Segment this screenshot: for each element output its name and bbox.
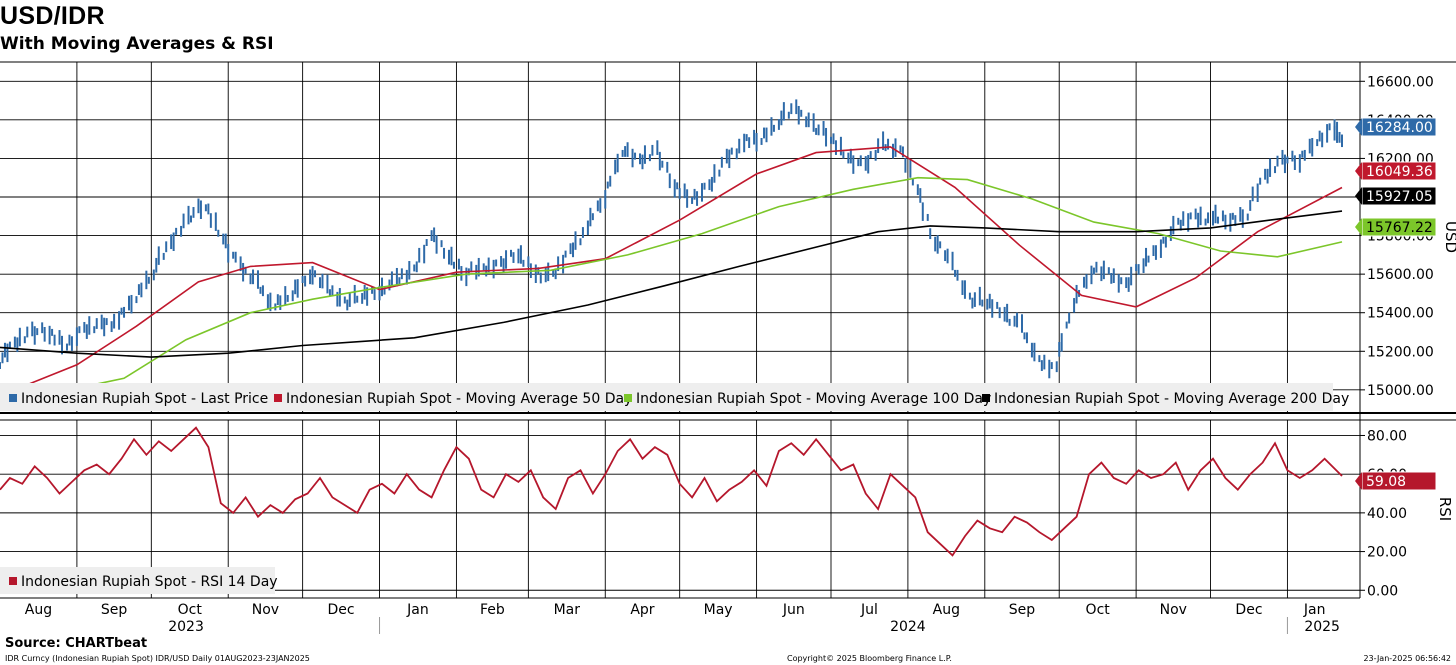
legend-label: Indonesian Rupiah Spot - RSI 14 Day (21, 574, 278, 590)
rsi-tick-label: 20.00 (1367, 545, 1407, 561)
ma50-tag-text: 16049.36 (1366, 164, 1433, 180)
rsi-grid (0, 419, 1456, 599)
legend-item: Indonesian Rupiah Spot - Moving Average … (624, 391, 991, 407)
legend-label: Indonesian Rupiah Spot - Moving Average … (994, 391, 1349, 407)
rsi-series (0, 426, 1343, 557)
legend-swatch (9, 577, 17, 585)
ma200-tag-text: 15927.05 (1366, 189, 1433, 205)
price-axis-label: USD (1442, 221, 1456, 253)
rsi-line (0, 426, 1343, 557)
ma100-line (0, 176, 1343, 393)
source-note: Source: CHARTbeat (5, 636, 148, 651)
legend-swatch (274, 394, 282, 402)
legend-item: Indonesian Rupiah Spot - Moving Average … (982, 391, 1349, 407)
legend-swatch (9, 394, 17, 402)
chart-canvas: 15000.0015200.0015400.0015600.0015800.00… (0, 61, 1456, 635)
last-price-tag-text: 16284.00 (1366, 120, 1433, 136)
x-tick-label: Nov (252, 602, 279, 618)
rsi-tick-label: 40.00 (1367, 506, 1407, 522)
x-year-label: 2024 (890, 619, 926, 635)
last-price-tag-pointer (1355, 118, 1362, 136)
price-tick-label: 15400.00 (1367, 306, 1434, 322)
ma50-line (0, 146, 1343, 397)
x-tick-label: Jan (1303, 602, 1326, 618)
legend-swatch (982, 394, 990, 402)
x-tick-label: Nov (1160, 602, 1187, 618)
x-tick-label: Feb (480, 602, 505, 618)
ma200-line (0, 210, 1343, 358)
price-legend: Indonesian Rupiah Spot - Last Price Indon… (0, 383, 1349, 411)
x-tick-label: Apr (630, 602, 654, 618)
price-axis: 15000.0015200.0015400.0015600.0015800.00… (1355, 74, 1456, 399)
footer-center: Copyright© 2025 Bloomberg Finance L.P. (787, 654, 952, 663)
rsi-legend: Indonesian Rupiah Spot - RSI 14 Day (0, 567, 278, 594)
legend-label: Indonesian Rupiah Spot - Last Price (21, 391, 268, 407)
rsi-tick-label: 80.00 (1367, 428, 1407, 444)
legend-item: Indonesian Rupiah Spot - Moving Average … (274, 391, 632, 407)
x-tick-label: Sep (101, 602, 128, 618)
x-tick-label: Oct (178, 602, 203, 618)
price-series (0, 99, 1343, 397)
ma100-tag-pointer (1355, 218, 1362, 236)
ma50-tag: 16049.36 (1355, 161, 1437, 181)
x-tick-label: Sep (1009, 602, 1036, 618)
rsi-tag-pointer (1355, 472, 1362, 490)
footer-left: IDR Curncy (Indonesian Rupiah Spot) IDR/… (5, 654, 310, 663)
last-price-tag: 16284.00 (1355, 117, 1437, 137)
rsi-tick-label: 0.00 (1367, 583, 1398, 599)
rsi-axis-label: RSI (1436, 497, 1454, 521)
legend-label: Indonesian Rupiah Spot - Moving Average … (636, 391, 991, 407)
chart-subtitle: With Moving Averages & RSI (0, 34, 274, 54)
legend-swatch (624, 394, 632, 402)
x-tick-label: Aug (933, 602, 960, 618)
legend-label: Indonesian Rupiah Spot - Moving Average … (286, 391, 632, 407)
x-tick-label: Dec (1235, 602, 1262, 618)
x-tick-label: Aug (25, 602, 52, 618)
x-tick-label: Jul (860, 602, 878, 618)
x-tick-label: Oct (1086, 602, 1111, 618)
chart-title: USD/IDR (0, 2, 105, 30)
ma100-tag: 15767.22 (1355, 217, 1437, 237)
x-tick-label: Dec (328, 602, 355, 618)
legend-background (0, 383, 1333, 411)
x-tick-label: Jun (782, 602, 805, 618)
price-tick-label: 15600.00 (1367, 267, 1434, 283)
x-tick-label: Jan (406, 602, 429, 618)
price-tick-label: 15200.00 (1367, 344, 1434, 360)
x-axis: Aug Sep Oct Nov Dec Jan Feb Mar Apr May Jun Jul Aug S… (25, 602, 1340, 635)
rsi-tag: 59.08 (1355, 471, 1437, 491)
ma50-tag-pointer (1355, 162, 1362, 180)
ma200-tag: 15927.05 (1355, 186, 1437, 206)
legend-item: Indonesian Rupiah Spot - Last Price (9, 391, 268, 407)
ma100-tag-text: 15767.22 (1366, 220, 1433, 236)
rsi-legend-background (0, 567, 275, 594)
x-tick-label: Mar (554, 602, 581, 618)
footer-right: 23-Jan-2025 06:56:42 (1363, 654, 1451, 663)
x-year-label: 2023 (168, 619, 204, 635)
x-tick-label: May (704, 602, 733, 618)
rsi-tag-text: 59.08 (1366, 474, 1406, 490)
price-grid (0, 61, 1456, 598)
price-tick-label: 16600.00 (1367, 74, 1434, 90)
price-tick-label: 15000.00 (1367, 383, 1434, 399)
x-year-label: 2025 (1304, 619, 1340, 635)
ma200-tag-pointer (1355, 187, 1362, 205)
